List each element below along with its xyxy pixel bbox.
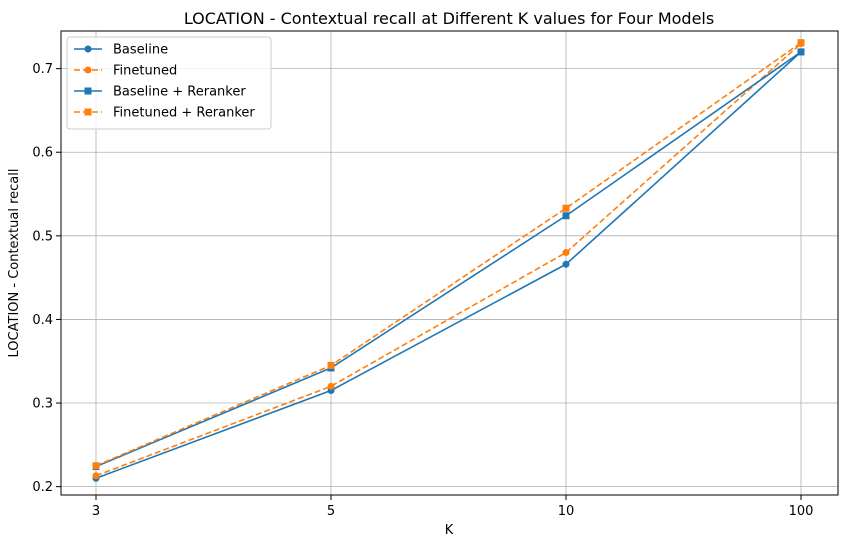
legend-item: Baseline + Reranker (74, 85, 246, 100)
legend: Baseline Finetuned Baseline + Reranker Fine… (66, 36, 272, 130)
data-point (562, 249, 570, 257)
y-tick-label: 0.6 (32, 146, 53, 161)
series-group (92, 39, 805, 482)
legend-label: Baseline (113, 43, 168, 58)
series-finetuned-reranker (92, 39, 805, 470)
y-tick-label: 0.2 (32, 480, 53, 495)
y-tick-label: 0.5 (32, 229, 53, 244)
data-point (562, 204, 570, 212)
data-point (327, 382, 335, 390)
data-point (327, 361, 335, 369)
legend-label: Baseline + Reranker (113, 85, 246, 100)
series-line (95, 51, 802, 468)
data-point (562, 260, 570, 268)
data-point (797, 39, 805, 47)
series-line (95, 42, 802, 467)
legend-swatch-marker (84, 45, 92, 53)
data-point (797, 48, 805, 56)
y-tick-label: 0.3 (32, 397, 53, 412)
legend-item: Finetuned + Reranker (74, 106, 255, 121)
legend-swatch-marker (84, 66, 92, 74)
y-axis: 0.2 0.3 0.4 0.5 0.6 0.7 (32, 62, 61, 495)
plot-area-frame (60, 30, 839, 496)
legend-box (66, 36, 272, 130)
legend-label: Finetuned + Reranker (113, 106, 255, 121)
x-axis-label: K (445, 523, 454, 538)
legend-label: Finetuned (113, 64, 177, 79)
y-axis-label: LOCATION - Contextual recall (7, 169, 22, 358)
x-tick-label: 100 (789, 504, 814, 519)
y-tick-label: 0.4 (32, 313, 53, 328)
legend-items: Baseline Finetuned Baseline + Reranker Fine… (74, 43, 255, 121)
x-tick-label: 5 (327, 504, 335, 519)
x-tick-label: 10 (558, 504, 575, 519)
data-point (92, 462, 100, 470)
data-point (92, 472, 100, 480)
y-tick-label: 0.7 (32, 62, 53, 77)
legend-swatch-marker (84, 108, 92, 116)
x-tick-label: 3 (92, 504, 100, 519)
legend-item: Baseline (74, 43, 168, 58)
data-point (562, 212, 570, 220)
x-axis: 3 5 10 100 (92, 495, 814, 519)
legend-item: Finetuned (74, 64, 177, 79)
series-line (95, 51, 802, 480)
chart-title: LOCATION - Contextual recall at Differen… (184, 9, 714, 28)
series-line (95, 42, 802, 477)
legend-swatch-marker (84, 87, 92, 95)
